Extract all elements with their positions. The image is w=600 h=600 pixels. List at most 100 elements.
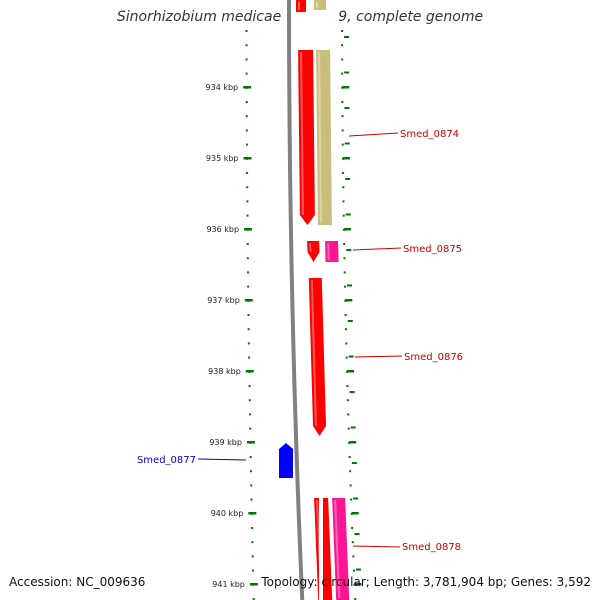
- gene-label: Smed_0876: [404, 352, 463, 363]
- minor-tick: [342, 200, 345, 203]
- minor-tick: [347, 413, 350, 416]
- gene-smed-0876: [308, 278, 326, 436]
- label-leader-line: [354, 355, 403, 358]
- minor-tick: [347, 320, 353, 322]
- minor-tick: [246, 257, 249, 260]
- minor-tick: [349, 470, 352, 473]
- label-leader-line: [352, 545, 401, 548]
- minor-tick: [352, 569, 355, 572]
- genome-backbone: [287, 0, 305, 600]
- major-tick: [342, 157, 350, 160]
- major-tick: [244, 299, 253, 302]
- gene-smed-0874: [298, 50, 315, 225]
- minor-tick: [351, 527, 354, 529]
- major-tick: [244, 228, 253, 231]
- minor-tick: [352, 555, 355, 558]
- minor-tick: [252, 569, 255, 572]
- gene-smed-0875: [307, 241, 320, 262]
- minor-tick: [246, 200, 249, 203]
- minor-tick: [246, 172, 249, 174]
- minor-tick: [245, 44, 248, 47]
- minor-tick: [349, 484, 352, 487]
- minor-tick: [350, 512, 353, 515]
- major-tick: [246, 441, 255, 444]
- olive-feature: [316, 50, 332, 225]
- minor-tick: [353, 583, 356, 586]
- olive-fragment-top: [314, 0, 326, 10]
- minor-tick: [344, 107, 350, 109]
- tick-label: 938 kbp: [208, 367, 241, 376]
- minor-tick: [345, 213, 351, 216]
- major-tick: [343, 228, 351, 231]
- minor-tick: [341, 30, 344, 32]
- minor-tick: [348, 355, 354, 358]
- minor-tick: [351, 462, 357, 464]
- minor-tick: [248, 413, 251, 416]
- minor-tick: [344, 328, 347, 331]
- gene-label: Smed_0874: [400, 129, 459, 140]
- rna-feature-0878-highlight: [334, 499, 341, 599]
- minor-tick: [353, 497, 359, 500]
- rna-feature-0878: [332, 498, 350, 600]
- minor-tick: [245, 115, 248, 118]
- minor-tick: [346, 284, 352, 287]
- minor-tick: [347, 427, 350, 430]
- minor-tick: [342, 228, 345, 231]
- gene-label: Smed_0875: [403, 244, 462, 255]
- minor-tick: [354, 533, 360, 535]
- minor-tick: [342, 214, 345, 217]
- minor-tick: [252, 598, 255, 600]
- minor-tick: [341, 86, 344, 89]
- minor-tick: [342, 186, 345, 189]
- minor-tick: [246, 186, 249, 189]
- olive-feature-highlight: [318, 51, 322, 224]
- gene-smed-0876-highlight: [310, 279, 317, 427]
- minor-tick: [249, 427, 252, 430]
- minor-tick: [350, 498, 353, 501]
- major-tick: [249, 583, 258, 586]
- tick-label: 941 kbp: [212, 580, 245, 589]
- minor-tick: [346, 385, 349, 387]
- minor-tick: [345, 178, 351, 180]
- minor-tick: [248, 399, 251, 402]
- minor-tick: [344, 299, 347, 302]
- minor-tick: [345, 356, 348, 359]
- label-leader-line: [352, 247, 402, 251]
- minor-tick: [344, 142, 350, 145]
- minor-tick: [341, 143, 344, 146]
- minor-tick: [247, 285, 250, 288]
- major-tick: [351, 512, 359, 515]
- tick-label: 935 kbp: [206, 154, 239, 163]
- major-tick: [243, 86, 252, 89]
- minor-tick: [341, 129, 344, 132]
- minor-tick: [245, 72, 248, 75]
- minor-tick: [344, 285, 347, 288]
- minor-tick: [343, 257, 346, 260]
- genome-summary: Topology: circular; Length: 3,781,904 bp…: [261, 575, 591, 589]
- minor-tick: [341, 72, 344, 75]
- minor-tick: [246, 271, 249, 274]
- feature-gap: [319, 498, 323, 600]
- major-tick: [347, 370, 355, 373]
- minor-tick: [247, 314, 250, 316]
- minor-tick: [247, 328, 250, 331]
- minor-tick: [346, 249, 352, 251]
- tick-label: 934 kbp: [206, 83, 239, 92]
- minor-tick: [345, 342, 348, 345]
- minor-tick: [245, 101, 248, 103]
- minor-tick: [248, 385, 251, 387]
- gene-smed-0877: [279, 443, 293, 478]
- rna-feature-0875: [325, 241, 339, 262]
- minor-tick: [341, 115, 344, 118]
- minor-tick: [247, 342, 250, 345]
- major-tick: [245, 370, 254, 373]
- minor-tick: [245, 143, 248, 146]
- minor-tick: [251, 555, 254, 558]
- major-tick: [248, 512, 257, 515]
- gene-label: Smed_0877: [137, 455, 196, 466]
- major-tick: [342, 86, 350, 89]
- minor-tick: [245, 58, 248, 61]
- minor-tick: [348, 456, 351, 458]
- minor-tick: [346, 399, 349, 402]
